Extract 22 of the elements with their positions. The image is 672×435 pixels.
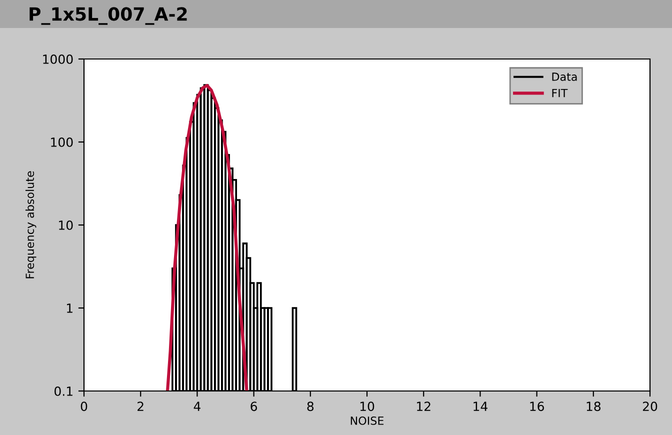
- x-tick-label: 0: [80, 402, 88, 412]
- chart-title: P_1x5L_007_A-2: [30, 7, 187, 25]
- x-tick-label: 10: [360, 402, 374, 412]
- y-tick-label: 10: [59, 220, 73, 230]
- legend-label: Data: [552, 72, 577, 81]
- x-tick-label: 20: [642, 402, 658, 412]
- x-axis-title: NOISE: [350, 416, 384, 425]
- x-tick-label: 12: [417, 402, 430, 411]
- y-axis-title: Frequency absolute: [25, 171, 36, 278]
- legend-label: FIT: [552, 88, 568, 98]
- x-tick-label: 16: [530, 402, 544, 412]
- y-tick-label: 0.1: [54, 386, 72, 396]
- y-tick-label: 1: [67, 304, 72, 313]
- x-tick-label: 18: [586, 402, 600, 412]
- x-tick-label: 4: [194, 402, 200, 411]
- x-tick-label: 6: [250, 402, 257, 412]
- x-tick-label: 8: [307, 402, 314, 412]
- line-series: [166, 84, 248, 391]
- y-tick-label: 100: [51, 137, 73, 147]
- y-tick-label: 1000: [43, 54, 73, 64]
- x-tick-label: 14: [474, 402, 488, 411]
- x-tick-label: 2: [138, 402, 144, 411]
